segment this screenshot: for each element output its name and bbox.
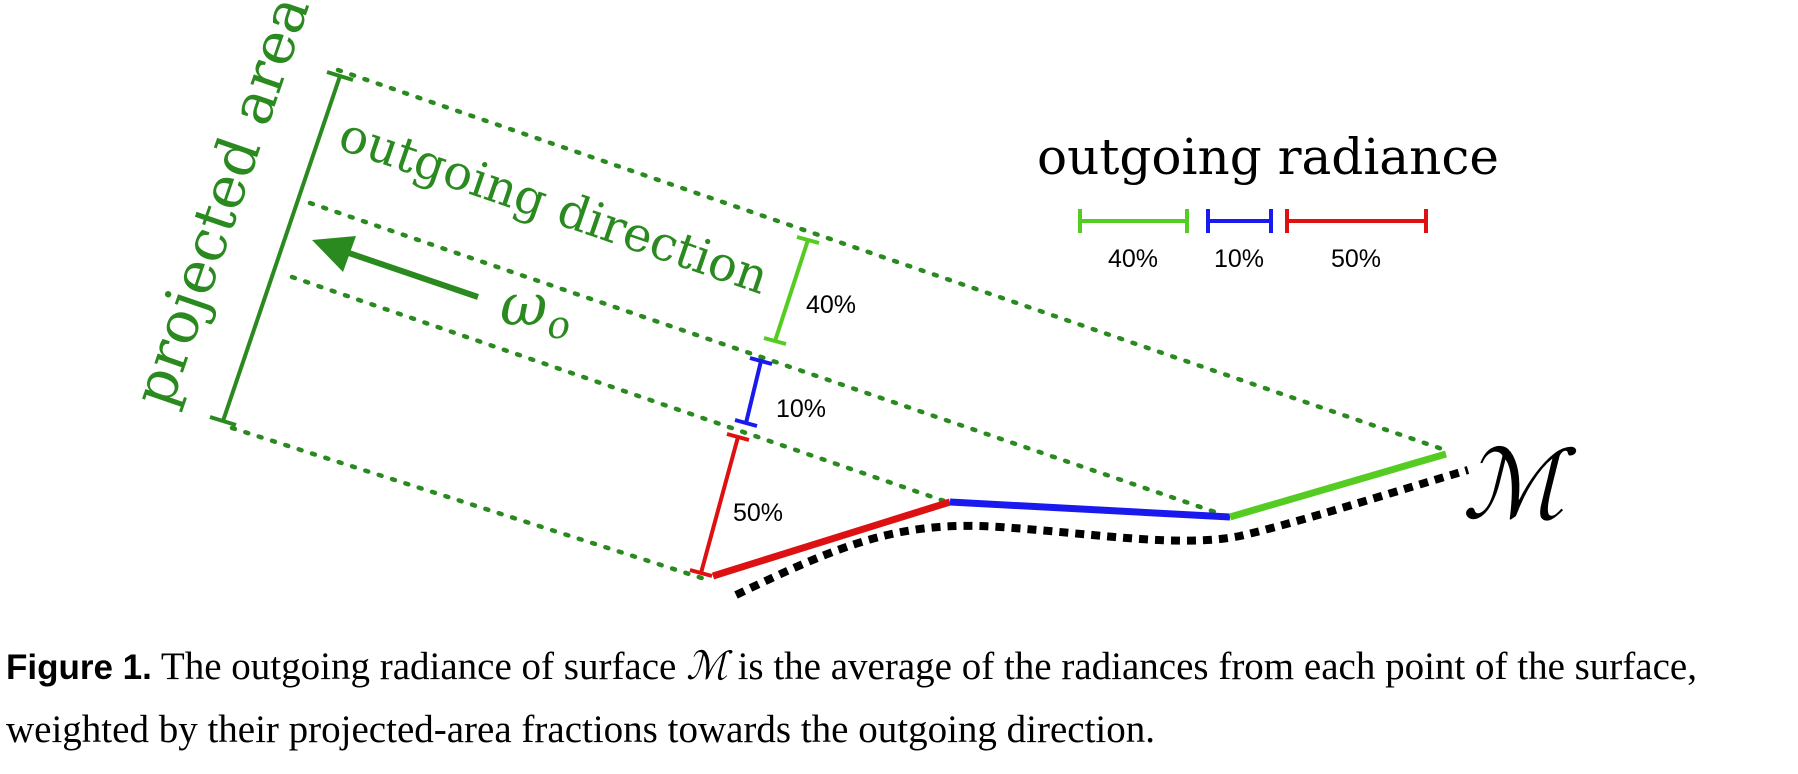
outgoing-direction-label: outgoing direction — [332, 106, 775, 305]
surface-dotted-curve — [734, 466, 1470, 599]
caption-label: Figure 1. — [6, 648, 152, 687]
projected-area-bar — [209, 70, 354, 427]
omega-arrow-icon — [312, 236, 479, 300]
surface-label: ℳ — [1462, 429, 1577, 541]
caption-text-after: is the average of the radiances from eac… — [6, 645, 1697, 751]
segment-label-red: 50% — [733, 499, 783, 527]
projected-segment-green — [763, 235, 820, 346]
legend: outgoing radiance 40% 10% 50% — [1037, 128, 1499, 273]
surface-segment-green — [1229, 450, 1447, 521]
surface-polyline — [711, 450, 1447, 580]
radiance-diagram: projected area outgoing direction ωo 40%… — [119, 0, 1577, 599]
legend-label-blue: 10% — [1214, 245, 1264, 273]
surface-segment-red — [711, 498, 952, 580]
figure-caption: Figure 1. The outgoing radiance of surfa… — [6, 636, 1792, 761]
projection-line-bottom — [229, 425, 711, 583]
segment-label-blue: 10% — [776, 395, 826, 423]
omega-label: ωo — [500, 271, 570, 347]
projection-line-upper-mid — [307, 200, 1218, 515]
legend-swatch-blue — [1206, 209, 1273, 233]
projection-line-lower-mid — [289, 274, 953, 506]
projection-line-top — [335, 67, 1448, 453]
legend-swatch-red — [1285, 209, 1428, 233]
projected-segment-red — [689, 432, 750, 578]
surface-segment-blue — [949, 498, 1231, 521]
legend-title: outgoing radiance — [1037, 128, 1499, 186]
legend-label-red: 50% — [1331, 245, 1381, 273]
legend-label-green: 40% — [1108, 245, 1158, 273]
projected-area-label: projected area — [119, 0, 323, 415]
caption-symbol: ℳ — [686, 644, 728, 689]
segment-label-green: 40% — [806, 291, 856, 319]
projected-segment-blue — [734, 356, 773, 428]
projection-lines — [229, 67, 1448, 583]
caption-text-before: The outgoing radiance of surface — [160, 645, 677, 688]
legend-swatch-green — [1078, 209, 1189, 233]
